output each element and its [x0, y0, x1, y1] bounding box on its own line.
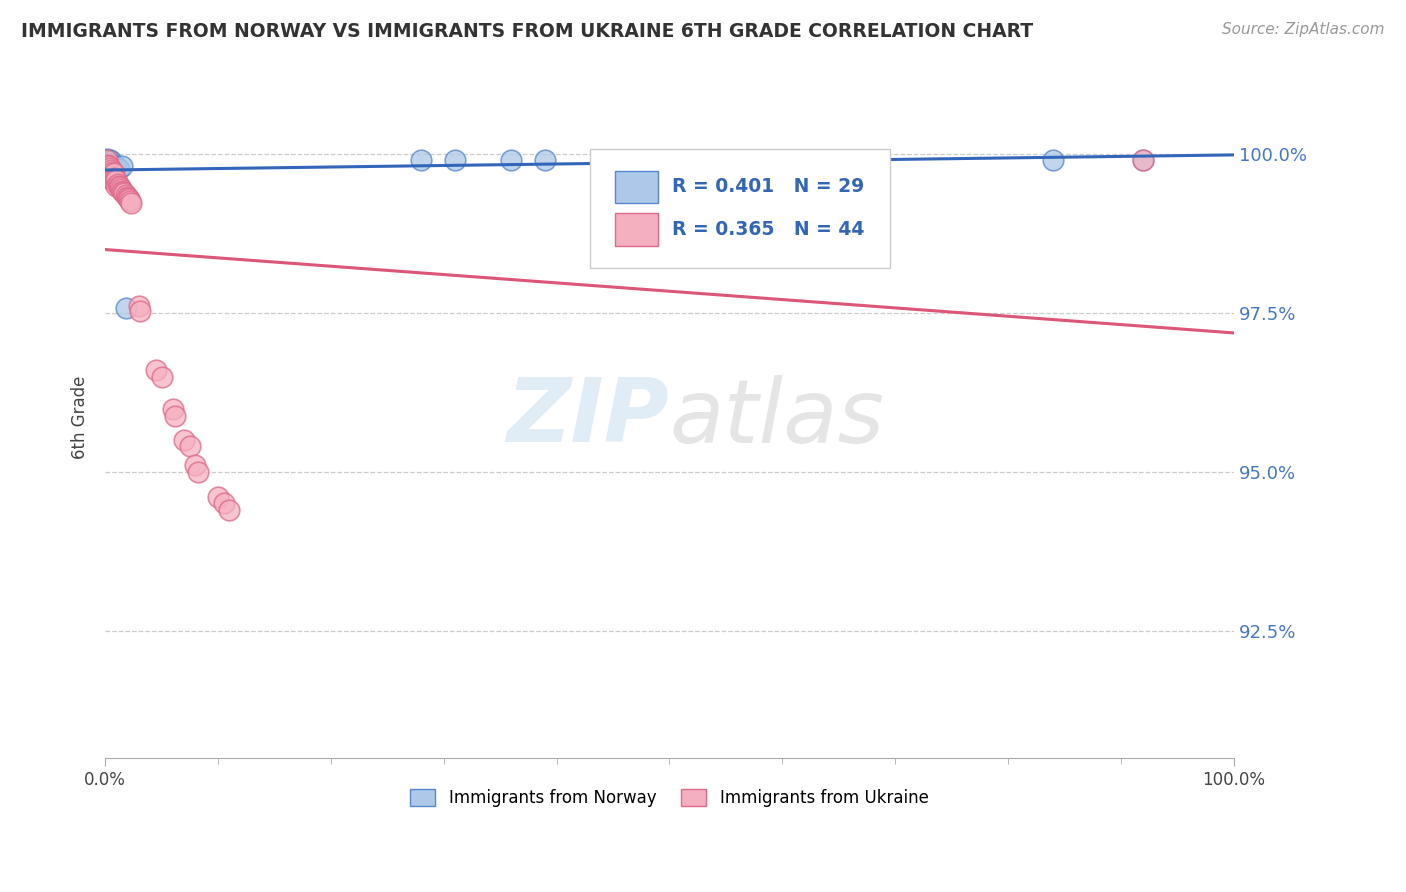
- Point: [96, 158, 118, 172]
- Point: [118, 194, 141, 209]
- Point: [1132, 153, 1154, 167]
- Text: ZIP: ZIP: [506, 374, 669, 461]
- Point: [105, 160, 128, 174]
- Point: [100, 154, 122, 169]
- Point: [103, 158, 125, 172]
- Point: [101, 164, 124, 178]
- Point: [111, 160, 134, 174]
- Point: [100, 162, 122, 177]
- Point: [145, 363, 167, 377]
- Point: [118, 193, 141, 207]
- Point: [101, 161, 124, 176]
- Point: [165, 409, 187, 423]
- Point: [103, 166, 125, 180]
- Point: [103, 170, 125, 185]
- Point: [96, 153, 118, 167]
- Point: [218, 502, 240, 516]
- Point: [770, 153, 793, 167]
- Point: [101, 172, 124, 186]
- Text: R = 0.401   N = 29: R = 0.401 N = 29: [672, 178, 865, 196]
- Point: [100, 169, 122, 183]
- Point: [108, 179, 131, 194]
- Point: [107, 178, 129, 192]
- Point: [96, 152, 118, 166]
- Point: [411, 153, 433, 167]
- Point: [105, 178, 128, 193]
- Point: [173, 433, 195, 447]
- Point: [129, 304, 152, 318]
- Point: [111, 184, 134, 198]
- Point: [212, 496, 235, 510]
- Point: [187, 465, 209, 479]
- FancyBboxPatch shape: [591, 149, 890, 268]
- Point: [97, 155, 120, 169]
- Point: [104, 172, 127, 186]
- Point: [101, 167, 124, 181]
- Point: [1132, 153, 1154, 167]
- Text: Source: ZipAtlas.com: Source: ZipAtlas.com: [1222, 22, 1385, 37]
- Point: [97, 160, 120, 174]
- Point: [444, 153, 467, 167]
- Point: [110, 182, 132, 196]
- Point: [107, 161, 129, 176]
- Point: [120, 196, 142, 211]
- Point: [101, 158, 124, 172]
- Y-axis label: 6th Grade: 6th Grade: [72, 376, 89, 459]
- Legend: Immigrants from Norway, Immigrants from Ukraine: Immigrants from Norway, Immigrants from …: [404, 782, 935, 814]
- Text: atlas: atlas: [669, 375, 884, 460]
- Point: [105, 173, 128, 187]
- Point: [112, 186, 135, 201]
- FancyBboxPatch shape: [616, 170, 658, 203]
- Point: [1042, 153, 1064, 167]
- Point: [96, 153, 118, 167]
- Point: [150, 370, 173, 384]
- Point: [112, 185, 135, 199]
- Point: [501, 153, 523, 167]
- Point: [115, 190, 138, 204]
- Point: [97, 154, 120, 169]
- Point: [128, 299, 150, 313]
- Point: [97, 153, 120, 167]
- Point: [184, 458, 207, 473]
- Point: [179, 439, 201, 453]
- Point: [703, 153, 725, 167]
- Point: [98, 154, 121, 169]
- Point: [207, 490, 229, 504]
- Point: [96, 154, 118, 169]
- Point: [100, 157, 122, 171]
- Point: [534, 153, 557, 167]
- Point: [104, 160, 127, 174]
- Point: [101, 160, 124, 174]
- Point: [98, 153, 121, 167]
- Point: [117, 191, 139, 205]
- Point: [98, 161, 121, 175]
- Point: [101, 173, 124, 187]
- Text: IMMIGRANTS FROM NORWAY VS IMMIGRANTS FROM UKRAINE 6TH GRADE CORRELATION CHART: IMMIGRANTS FROM NORWAY VS IMMIGRANTS FRO…: [21, 22, 1033, 41]
- Point: [162, 402, 184, 417]
- Point: [114, 301, 136, 315]
- Point: [98, 166, 121, 180]
- Point: [114, 188, 136, 202]
- Point: [98, 157, 121, 171]
- Point: [101, 161, 124, 175]
- Point: [107, 178, 129, 193]
- FancyBboxPatch shape: [616, 213, 658, 246]
- Text: R = 0.365   N = 44: R = 0.365 N = 44: [672, 220, 865, 239]
- Point: [103, 175, 125, 189]
